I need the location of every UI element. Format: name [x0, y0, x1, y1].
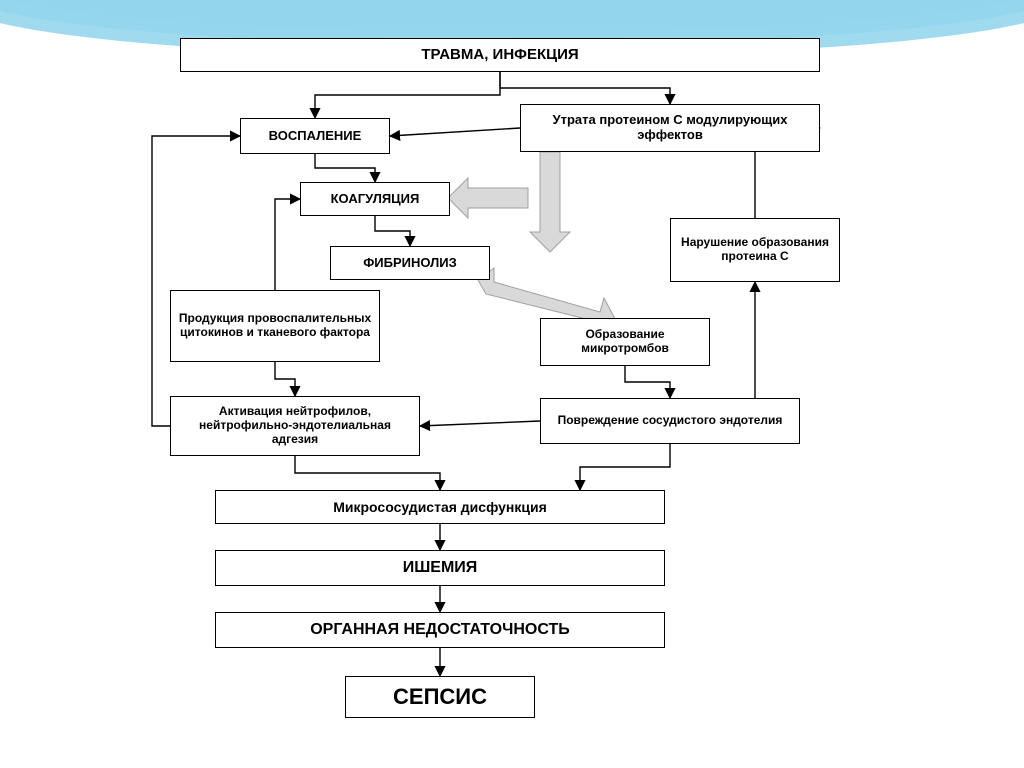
- node-label: СЕПСИС: [393, 684, 487, 709]
- node-microthr: Образование микротромбов: [540, 318, 710, 366]
- node-label: Микрососудистая дисфункция: [333, 499, 547, 515]
- node-ischemia: ИШЕМИЯ: [215, 550, 665, 586]
- node-inflam: ВОСПАЛЕНИЕ: [240, 118, 390, 154]
- node-label: Повреждение сосудистого эндотелия: [558, 414, 783, 428]
- node-organ: ОРГАННАЯ НЕДОСТАТОЧНОСТЬ: [215, 612, 665, 648]
- node-label: ОРГАННАЯ НЕДОСТАТОЧНОСТЬ: [310, 621, 570, 639]
- node-label: Образование микротромбов: [547, 328, 703, 356]
- node-label: Продукция провоспалительных цитокинов и …: [177, 312, 373, 340]
- node-label: ФИБРИНОЛИЗ: [363, 256, 457, 271]
- diagram-stage: ТРАВМА, ИНФЕКЦИЯ ВОСПАЛЕНИЕ Утрата протеин…: [0, 0, 1024, 768]
- node-label: ИШЕМИЯ: [403, 559, 478, 577]
- node-proteinC: Утрата протеином C модулирующих эффектов: [520, 104, 820, 152]
- node-microvasc: Микрососудистая дисфункция: [215, 490, 665, 524]
- node-trauma: ТРАВМА, ИНФЕКЦИЯ: [180, 38, 820, 72]
- node-coag: КОАГУЛЯЦИЯ: [300, 182, 450, 216]
- node-cytok: Продукция провоспалительных цитокинов и …: [170, 290, 380, 362]
- node-label: ВОСПАЛЕНИЕ: [269, 129, 362, 144]
- node-label: Активация нейтрофилов, нейтрофильно-эндо…: [177, 405, 413, 446]
- node-neutro: Активация нейтрофилов, нейтрофильно-эндо…: [170, 396, 420, 456]
- node-label: Нарушение образования протеина C: [677, 236, 833, 264]
- node-label: КОАГУЛЯЦИЯ: [331, 192, 420, 207]
- node-label: Утрата протеином C модулирующих эффектов: [527, 113, 813, 143]
- node-endoth: Повреждение сосудистого эндотелия: [540, 398, 800, 444]
- node-protC_dis: Нарушение образования протеина C: [670, 218, 840, 282]
- node-label: ТРАВМА, ИНФЕКЦИЯ: [421, 46, 578, 63]
- node-fibrin: ФИБРИНОЛИЗ: [330, 246, 490, 280]
- edges-layer: [0, 0, 1024, 768]
- node-sepsis: СЕПСИС: [345, 676, 535, 718]
